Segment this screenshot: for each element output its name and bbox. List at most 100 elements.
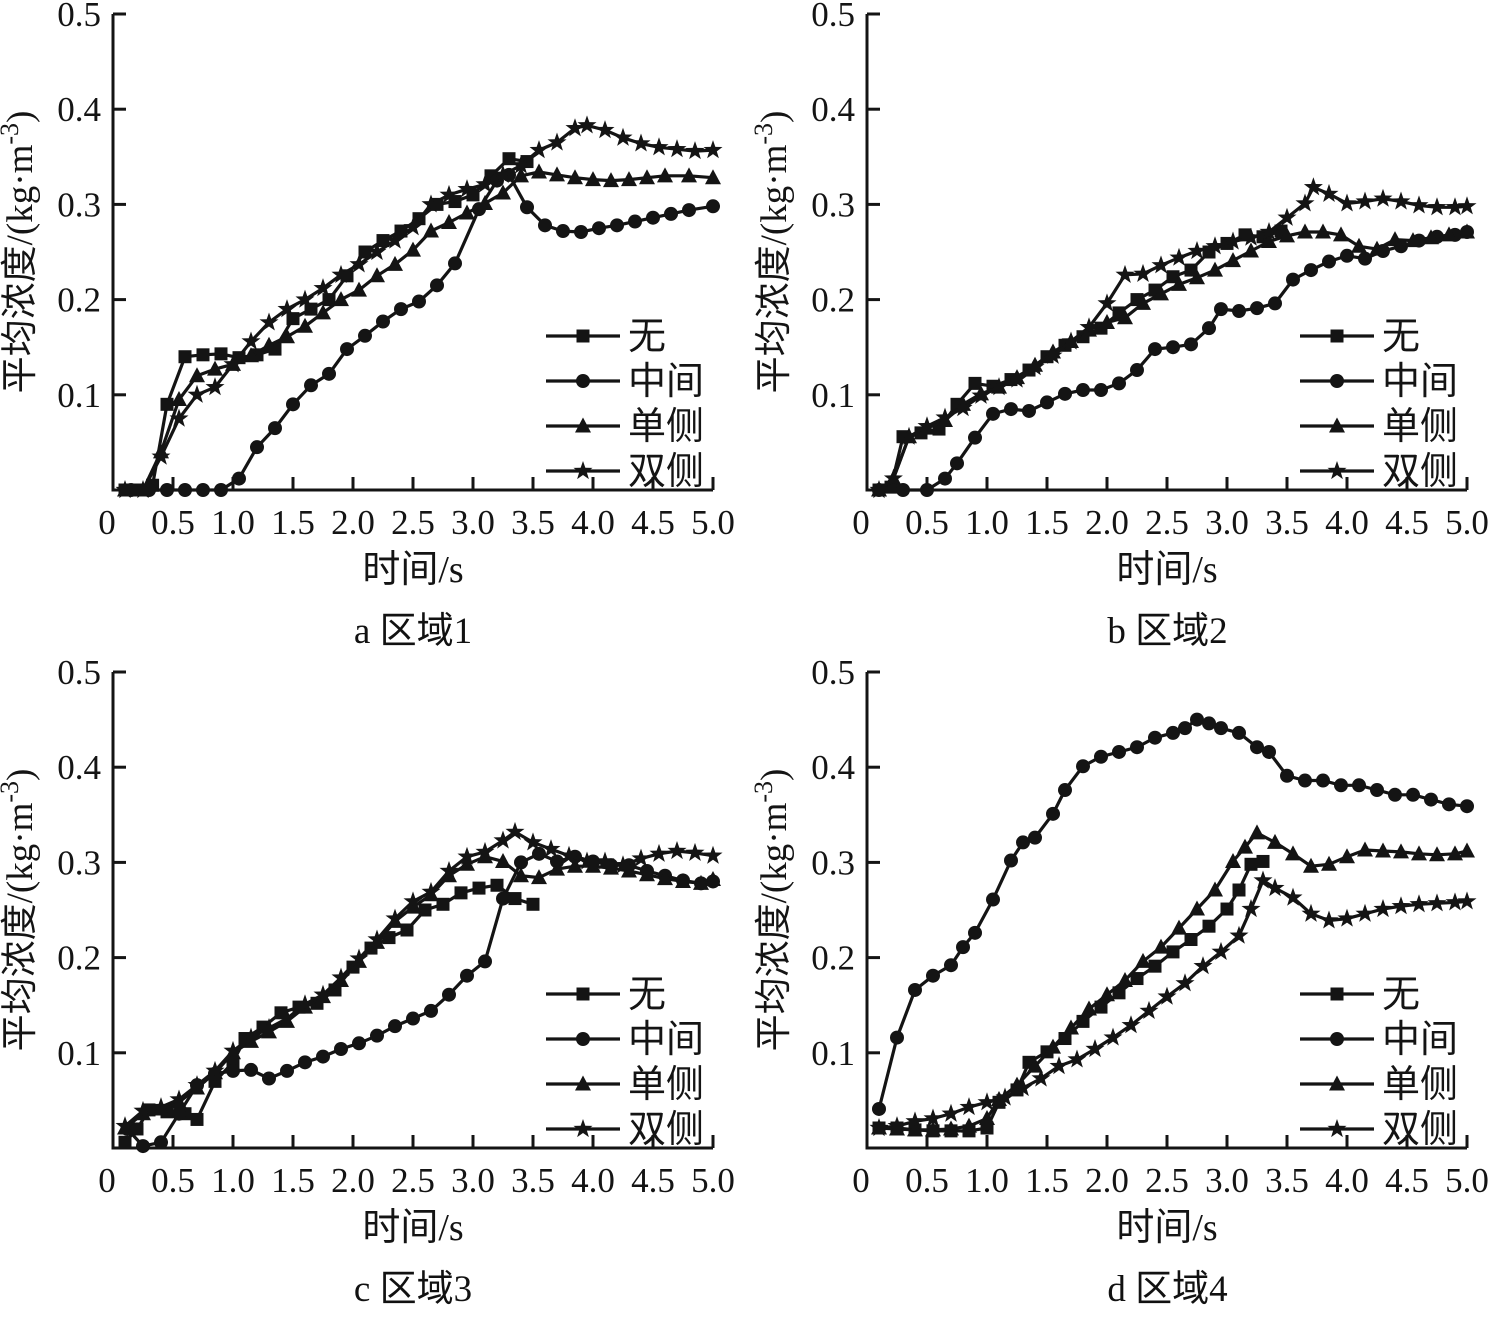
star-marker xyxy=(439,860,459,880)
circle-marker xyxy=(926,968,940,983)
star-marker xyxy=(941,1103,961,1122)
circle-marker xyxy=(514,855,528,870)
circle-marker xyxy=(214,483,228,497)
star-marker xyxy=(331,264,351,283)
circle-marker xyxy=(1202,321,1216,336)
y-tick-label: 0.1 xyxy=(811,1034,855,1073)
legend-label: 单侧 xyxy=(628,406,704,448)
circle-marker xyxy=(1004,853,1018,868)
star-marker xyxy=(923,1108,943,1127)
axes-spines xyxy=(111,14,713,492)
x-tick-label: 3.0 xyxy=(1205,1161,1249,1200)
circle-marker xyxy=(574,225,588,240)
x-axis-label: 时间/s xyxy=(1116,1207,1217,1249)
circle-marker xyxy=(610,218,624,233)
chart-c-caption: c 区域3 xyxy=(353,1269,473,1310)
series-line-无 xyxy=(877,229,1283,492)
axes-spines xyxy=(865,14,1467,492)
square-marker xyxy=(1130,972,1144,986)
circle-marker xyxy=(1178,721,1192,736)
star-marker xyxy=(403,891,423,910)
star-marker xyxy=(475,841,495,861)
triangle-marker xyxy=(1303,857,1319,873)
circle-marker xyxy=(1214,302,1228,317)
square-marker xyxy=(472,881,486,895)
triangle-marker xyxy=(1375,842,1391,858)
triangle-marker xyxy=(171,391,187,407)
star-marker xyxy=(133,480,153,499)
star-marker xyxy=(1169,247,1189,266)
star-marker xyxy=(703,845,723,864)
legend-label: 双侧 xyxy=(628,1109,704,1151)
y-tick-label: 0.3 xyxy=(57,843,101,882)
star-marker xyxy=(205,1060,225,1079)
circle-marker xyxy=(286,397,300,412)
circle-marker xyxy=(664,206,678,221)
star-marker xyxy=(1067,1049,1087,1068)
triangle-marker xyxy=(1171,275,1187,291)
triangle-marker xyxy=(1189,269,1205,285)
star-marker xyxy=(887,1116,907,1135)
star-marker xyxy=(1391,896,1411,915)
x-tick-label: 1.5 xyxy=(1025,1161,1069,1200)
square-marker xyxy=(400,923,414,937)
circle-marker xyxy=(448,256,462,271)
star-marker xyxy=(1427,893,1447,912)
circle-marker xyxy=(1058,386,1072,401)
triangle-marker xyxy=(423,222,439,238)
star-marker xyxy=(1043,345,1063,364)
x-axis-label: 时间/s xyxy=(362,1207,463,1249)
triangle-marker xyxy=(1357,841,1373,857)
circle-marker xyxy=(1028,830,1042,845)
chart-d-plot: 0 0.5 1.0 1.5 2.0 2.5 3.0 3.5 4.0 4.5 5.0 0.1 0.2 0.3… xyxy=(754,658,1489,1249)
y-axis-label: 平均浓度/(kg·m-3) xyxy=(754,769,795,1052)
star-marker xyxy=(1103,1027,1123,1046)
square-marker xyxy=(418,903,432,917)
x-tick-label: 0.5 xyxy=(905,503,949,542)
star-marker xyxy=(953,398,973,417)
star-marker xyxy=(595,851,615,870)
star-marker xyxy=(1157,986,1177,1005)
triangle-marker xyxy=(297,317,313,333)
star-marker xyxy=(1229,925,1249,944)
triangle-marker xyxy=(705,871,721,887)
star-marker xyxy=(223,354,243,373)
square-marker xyxy=(1220,902,1234,916)
x-tick-label: 4.5 xyxy=(631,1161,675,1200)
triangle-marker xyxy=(1207,881,1223,897)
circle-marker xyxy=(1280,768,1294,783)
triangle-marker xyxy=(333,291,349,307)
star-marker xyxy=(421,881,441,901)
triangle-marker xyxy=(1297,223,1313,239)
triangle-marker xyxy=(1459,842,1475,858)
circle-marker xyxy=(1076,759,1090,774)
circle-marker xyxy=(1388,787,1402,802)
star-marker xyxy=(613,855,633,874)
y-tick-label: 0.3 xyxy=(811,185,855,224)
triangle-marker xyxy=(1153,285,1169,301)
square-marker xyxy=(508,892,522,906)
x-tick-label: 2.0 xyxy=(331,1161,375,1200)
star-marker xyxy=(169,1089,189,1108)
circle-marker xyxy=(412,294,426,309)
x-tick-label: 0 xyxy=(852,1161,870,1200)
star-marker xyxy=(1025,357,1045,376)
square-marker xyxy=(214,347,228,361)
star-marker xyxy=(421,194,441,213)
star-marker xyxy=(1061,331,1081,350)
star-marker xyxy=(1301,903,1321,922)
triangle-marker xyxy=(549,860,565,876)
star-marker xyxy=(1133,263,1153,282)
circle-marker xyxy=(1022,403,1036,418)
star-marker xyxy=(703,140,723,159)
circle-marker xyxy=(244,1062,258,1077)
circle-marker xyxy=(154,1135,168,1150)
legend-label: 单侧 xyxy=(1382,406,1458,448)
series-line-双侧 xyxy=(877,878,1469,1130)
star-marker xyxy=(493,830,513,849)
x-tick-label: 3.5 xyxy=(511,503,555,542)
triangle-marker xyxy=(1267,833,1283,849)
triangle-marker xyxy=(531,163,547,179)
circle-marker xyxy=(196,483,210,497)
circle-marker xyxy=(340,342,354,357)
